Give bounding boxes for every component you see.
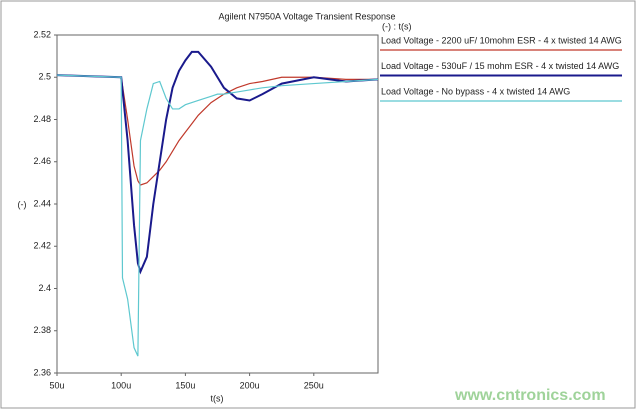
legend-label: Load Voltage - 530uF / 15 mohm ESR - 4 x…	[381, 61, 619, 71]
x-tick-label: 250u	[304, 380, 324, 390]
x-axis-label: t(s)	[211, 393, 224, 403]
plot-area	[56, 34, 379, 374]
x-tick-label: 150u	[175, 380, 195, 390]
legend-label: Load Voltage - No bypass - 4 x twisted 1…	[381, 86, 570, 96]
y-tick-label: 2.5	[38, 72, 51, 82]
y-tick-label: 2.4	[38, 283, 51, 293]
y-tick-label: 2.44	[33, 198, 51, 208]
series-line	[56, 50, 379, 275]
y-axis-label: (-)	[18, 199, 27, 209]
series-line	[56, 74, 378, 186]
x-tick-label: 100u	[111, 380, 131, 390]
x-tick-label: 200u	[240, 380, 260, 390]
legend-title: (-) : t(s)	[382, 21, 412, 31]
x-tick-label: 50u	[49, 380, 64, 390]
y-tick-label: 2.38	[33, 325, 51, 335]
chart-title: Agilent N7950A Voltage Transient Respons…	[218, 11, 395, 21]
y-tick-label: 2.36	[33, 367, 51, 377]
y-tick-label: 2.42	[33, 241, 51, 251]
legend-label: Load Voltage - 2200 uF/ 10mohm ESR - 4 x…	[381, 35, 622, 45]
y-tick-label: 2.46	[33, 156, 51, 166]
series-line	[56, 74, 379, 357]
y-tick-label: 2.48	[33, 114, 51, 124]
y-tick-label: 2.52	[33, 29, 51, 39]
watermark: www.cntronics.com	[454, 387, 606, 404]
